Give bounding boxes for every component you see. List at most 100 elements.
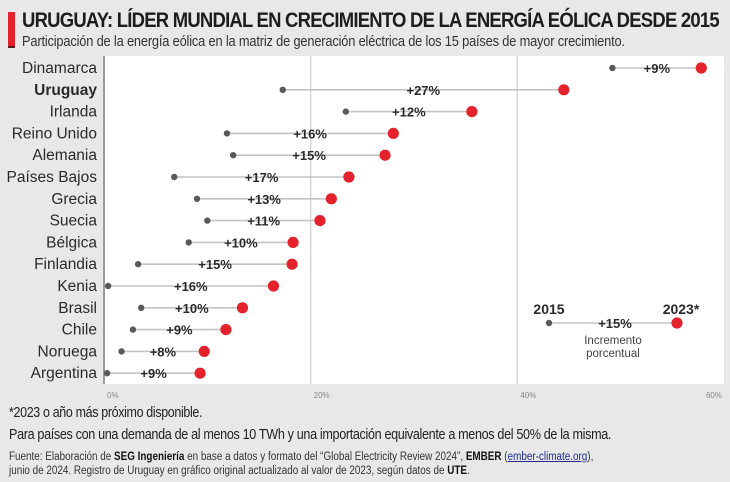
dot-2023 [325,193,337,205]
increase-label: +27% [406,83,440,98]
dot-2023 [236,302,249,314]
legend-end-label: 2023* [663,301,700,317]
increase-label: +9% [644,61,671,76]
dot-2023 [343,171,355,183]
legend-dot-2023 [671,317,683,329]
country-label: Bélgica [46,234,97,251]
dot-2015 [118,348,125,355]
country-label: Kenia [57,278,97,295]
source-org-ember: EMBER [465,451,502,463]
legend-caption-line1: Incremento [584,335,642,347]
dot-2015 [103,370,111,377]
source-text: ( [501,451,508,463]
source-text: en base a datos y formato del “Global El… [184,451,466,463]
x-tick-label: 40% [520,391,536,400]
dumbbell-chart: 0% 20% 40% 60% Dinamarca +9% Uruguay +27% Irlan… [7,56,724,400]
x-tick-label: 20% [314,391,330,400]
footnote-year: *2023 o año más próximo disponible. [9,405,203,421]
country-row: Reino Unido +16% [12,125,399,142]
country-row: Países Bajos +17% [7,169,355,186]
chart-rows: Dinamarca +9% Uruguay +27% Irlanda +12% Reino … [7,60,707,382]
increase-label: +15% [198,257,232,272]
dot-2023 [287,236,299,248]
dot-2015 [609,64,616,72]
dot-2015 [342,108,349,115]
dot-2015 [185,239,192,246]
country-row: Grecia +13% [51,191,337,208]
country-label: Chile [62,322,97,339]
country-row: Alemania +15% [32,147,391,164]
increase-label: +13% [247,192,281,207]
country-row: Dinamarca +9% [22,60,707,77]
x-axis-ticks: 0% 20% 40% 60% [107,391,722,400]
chart-subtitle: Participación de la energía eólica en la… [22,33,625,50]
legend-start-label: 2015 [533,301,564,317]
increase-label: +12% [392,105,426,120]
legend-dot-2015 [545,319,553,327]
source-org-seg: SEG Ingeniería [114,451,185,463]
dot-2015 [204,217,211,224]
source-text: . [466,465,470,477]
source-line-2: junio de 2024. Registro de Uruguay en gr… [9,464,593,478]
country-row: Uruguay +27% [34,82,570,99]
dot-2015 [138,304,145,311]
country-row: Argentina +9% [31,365,206,382]
dot-2023 [286,258,298,270]
increase-label: +10% [224,235,258,250]
source-line-1: Fuente: Elaboración de SEG Ingeniería en… [9,450,593,464]
increase-label: +9% [166,323,193,338]
increase-label: +16% [293,126,327,141]
country-label: Finlandia [34,256,97,273]
country-label: Noruega [38,343,98,360]
x-tick-label: 0% [107,391,119,400]
dot-2015 [193,195,201,202]
dot-2015 [279,86,286,94]
country-label: Países Bajos [7,169,98,186]
dot-2015 [229,152,237,159]
source-org-ute: UTE [447,465,467,477]
increase-label: +10% [175,301,209,316]
country-label: Alemania [32,147,97,164]
dot-2023 [198,345,210,357]
country-label: Dinamarca [22,60,97,77]
ember-link[interactable]: ember-climate.org [507,451,588,463]
increase-label: +11% [247,214,280,229]
title-accent-bar [8,12,15,48]
increase-label: +9% [140,366,167,381]
source-text: Fuente: Elaboración de [9,451,115,463]
source-text: junio de 2024. Registro de Uruguay en gr… [9,465,448,477]
increase-label: +17% [245,170,279,185]
dot-2023 [695,62,707,74]
country-row: Suecia +11% [50,213,326,230]
country-label: Irlanda [50,104,98,121]
country-label: Grecia [51,191,97,208]
increase-label: +15% [292,148,326,163]
dot-2023 [379,149,391,161]
country-row: Noruega +8% [38,343,210,360]
dot-2023 [314,215,326,227]
dot-2015 [134,261,142,268]
country-label: Suecia [50,213,98,230]
dot-2015 [223,130,231,137]
footnote-criteria: Para países con una demanda de al menos … [9,427,612,443]
dot-2023 [220,324,232,336]
dot-2023 [194,367,206,379]
country-label: Uruguay [34,82,97,99]
legend-increase-label: +15% [598,316,632,331]
chart-title: URUGUAY: LÍDER MUNDIAL EN CRECIMIENTO DE… [22,8,720,32]
dot-2023 [558,84,570,96]
country-row: Chile +9% [62,322,232,339]
legend-caption-line2: porcentual [586,348,640,360]
x-tick-label: 60% [706,391,722,400]
dot-2023 [267,280,280,292]
country-row: Finlandia +15% [34,256,298,273]
increase-label: +16% [174,279,208,294]
source-note: Fuente: Elaboración de SEG Ingeniería en… [9,450,593,478]
country-row: Irlanda +12% [50,104,478,121]
country-row: Bélgica +10% [46,234,299,251]
increase-label: +8% [150,344,177,359]
country-label: Brasil [58,300,97,317]
dot-2015 [104,282,112,290]
country-row: Kenia +16% [57,278,280,295]
